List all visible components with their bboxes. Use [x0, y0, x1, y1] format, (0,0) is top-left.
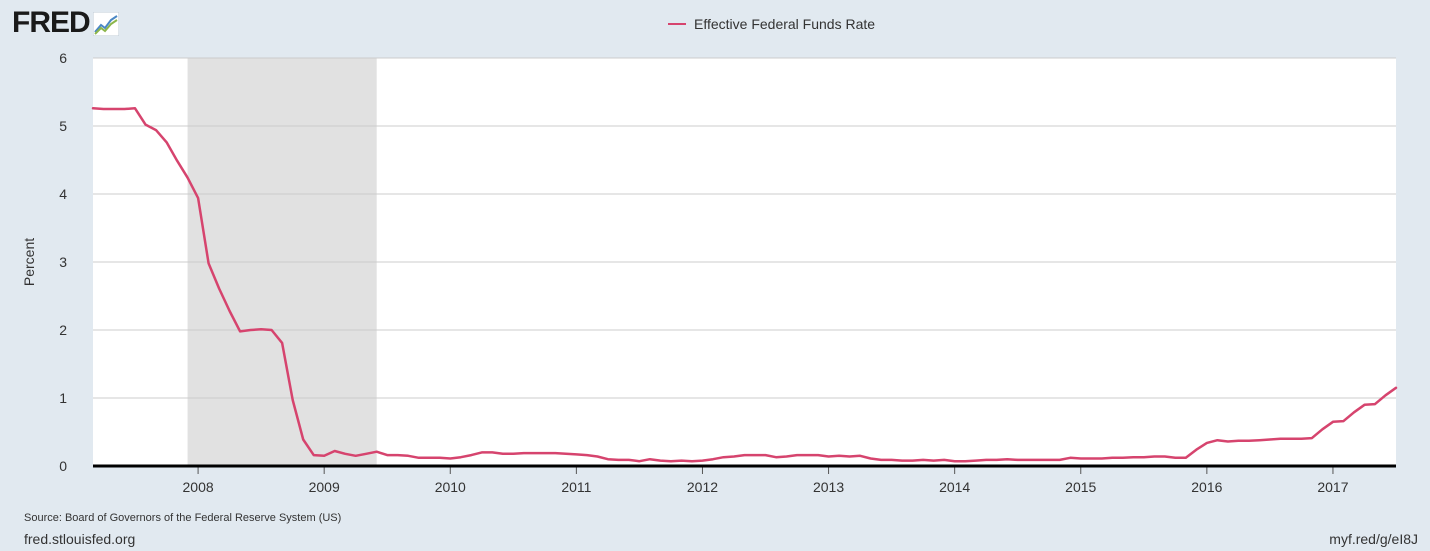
x-tick-label: 2010: [435, 479, 466, 495]
legend-swatch: [668, 23, 686, 25]
y-tick-label: 4: [59, 186, 67, 202]
y-tick-label: 2: [59, 322, 67, 338]
y-tick-label: 1: [59, 390, 67, 406]
x-tick-label: 2016: [1191, 479, 1222, 495]
x-tick-label: 2008: [183, 479, 214, 495]
source-note: Source: Board of Governors of the Federa…: [24, 512, 342, 524]
series-line: [91, 107, 1398, 463]
x-tick-label: 2009: [309, 479, 340, 495]
x-tick-label: 2011: [561, 479, 591, 495]
fred-logo[interactable]: FRED: [12, 6, 119, 40]
short-url-link[interactable]: myf.red/g/eI8J: [1329, 531, 1418, 547]
fred-logo-text: FRED: [12, 6, 91, 39]
x-tick-label: 2015: [1065, 479, 1096, 495]
x-tick-label: 2012: [687, 479, 718, 495]
legend-label: Effective Federal Funds Rate: [694, 16, 876, 32]
chart-legend[interactable]: Effective Federal Funds Rate: [668, 16, 875, 32]
x-tick-label: 2017: [1317, 479, 1348, 495]
y-tick-label: 3: [59, 254, 67, 270]
site-link[interactable]: fred.stlouisfed.org: [24, 531, 136, 547]
y-tick-label: 6: [59, 50, 67, 66]
y-axis-label: Percent: [21, 238, 37, 286]
y-tick-label: 0: [59, 458, 67, 474]
x-tick-label: 2014: [939, 479, 970, 495]
y-tick-label: 5: [59, 118, 67, 134]
trend-chart-icon: [92, 12, 119, 36]
x-tick-label: 2013: [813, 479, 844, 495]
